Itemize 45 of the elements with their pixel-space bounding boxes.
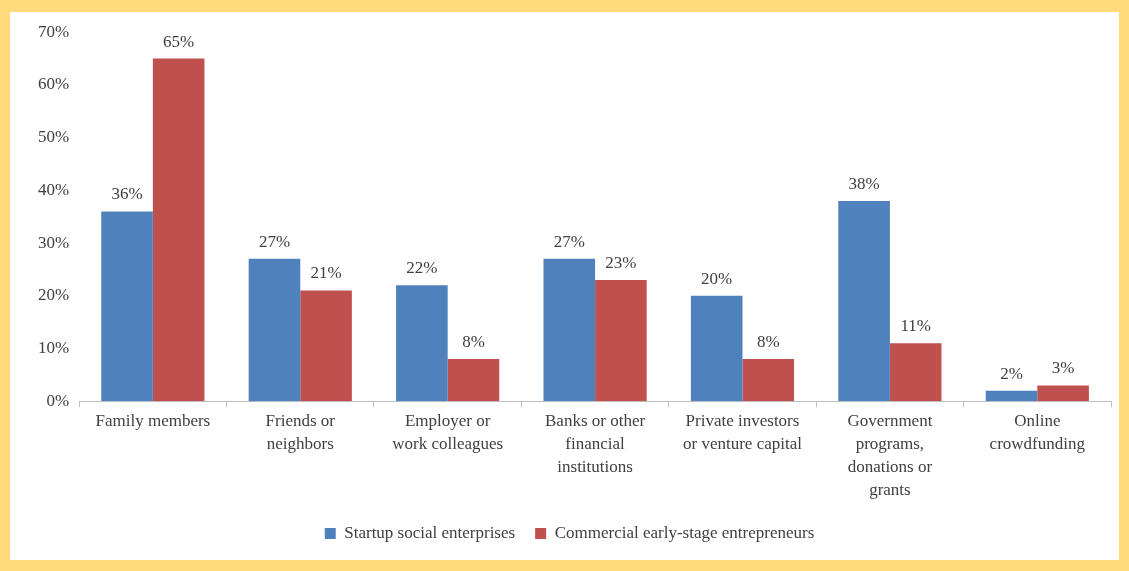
- data-label: 21%: [310, 263, 342, 283]
- x-tick-label: Banks or other financial institutions: [545, 411, 646, 477]
- x-tick-label: Online crowdfunding: [989, 411, 1086, 454]
- bar: [101, 211, 153, 402]
- data-label: 3%: [1051, 358, 1075, 378]
- data-label: 27%: [258, 231, 291, 251]
- data-label: 38%: [848, 173, 880, 193]
- x-tick-label: Friends or neighbors: [265, 411, 336, 454]
- bar: [396, 285, 448, 402]
- bar: [889, 343, 942, 402]
- bar: [1037, 385, 1089, 402]
- bar: [447, 359, 500, 402]
- bar: [690, 295, 743, 402]
- x-tick-label: Private investors or venture capital: [683, 411, 803, 454]
- bar: [595, 279, 647, 402]
- y-tick-label: 0%: [46, 390, 70, 410]
- y-tick-label: 30%: [37, 232, 70, 252]
- y-tick-label: 40%: [37, 179, 70, 199]
- bar: [985, 390, 1038, 402]
- data-label: 27%: [553, 231, 585, 251]
- bar: [543, 258, 596, 402]
- data-label: 8%: [462, 332, 485, 351]
- x-tick-label: Family members: [95, 411, 211, 431]
- y-tick-label: 10%: [37, 337, 70, 357]
- y-tick-label: 60%: [37, 74, 70, 94]
- y-tick-label: 70%: [37, 21, 70, 41]
- data-label: 20%: [701, 268, 733, 288]
- bar: [152, 58, 205, 402]
- data-label: 2%: [1000, 363, 1023, 383]
- x-tick-label: Government programs, donations or grants: [847, 411, 933, 499]
- bar: [248, 258, 301, 402]
- x-tick-label: Employer or work colleagues: [392, 411, 504, 454]
- y-tick-label: 50%: [37, 127, 70, 147]
- data-label: 11%: [900, 316, 931, 336]
- data-label: 36%: [111, 184, 143, 204]
- bar: [838, 200, 890, 402]
- legend-label: Commercial early-stage entrepreneurs: [554, 522, 815, 542]
- y-tick-label: 20%: [37, 285, 70, 305]
- data-label: 22%: [406, 258, 438, 278]
- bar: [742, 359, 795, 402]
- data-label: 23%: [605, 252, 637, 272]
- data-label: 8%: [756, 332, 780, 351]
- data-label: 65%: [163, 31, 195, 51]
- legend-label: Startup social enterprises: [344, 522, 516, 542]
- bar: [300, 290, 352, 402]
